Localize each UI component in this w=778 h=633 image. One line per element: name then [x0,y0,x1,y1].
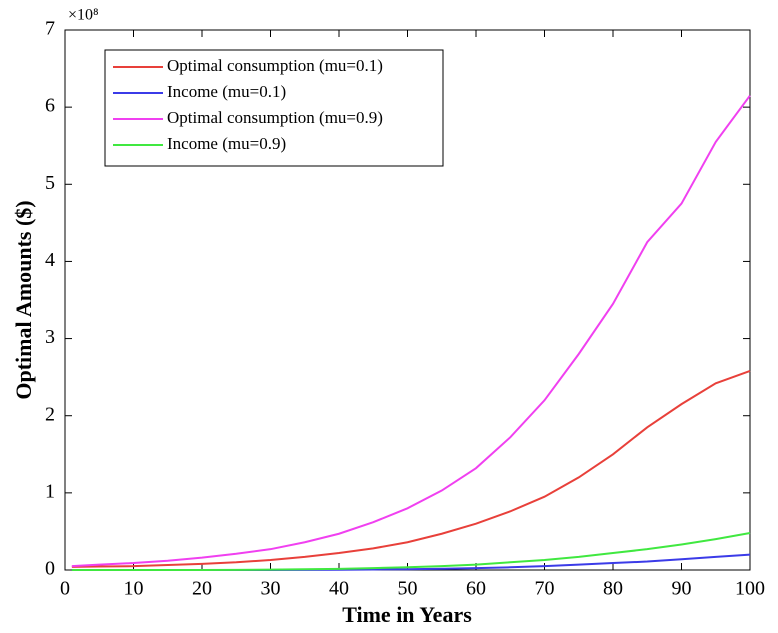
x-tick-label: 70 [535,578,555,600]
x-tick-label: 90 [672,578,692,600]
series-line [71,94,751,568]
y-tick-label: 0 [45,558,55,580]
legend-label: Optimal consumption (mu=0.1) [167,56,383,75]
y-tick-label: 3 [45,326,55,348]
y-axis-label: Optimal Amounts ($) [11,200,36,399]
x-tick-label: 80 [603,578,623,600]
y-multiplier: ×10⁸ [68,7,99,24]
x-tick-label: 30 [261,578,281,600]
legend-label: Income (mu=0.1) [167,82,286,101]
x-tick-label: 20 [192,578,212,600]
x-tick-label: 50 [398,578,418,600]
x-tick-label: 40 [329,578,349,600]
x-tick-label: 60 [466,578,486,600]
y-tick-label: 7 [45,18,55,40]
x-tick-label: 0 [60,578,70,600]
y-tick-label: 6 [45,95,55,117]
series-line [71,531,751,571]
legend-label: Income (mu=0.9) [167,134,286,153]
x-tick-label: 100 [735,578,765,600]
x-axis-label: Time in Years [342,602,472,627]
legend-box [104,49,444,167]
y-tick-label: 2 [45,403,55,425]
y-tick-label: 1 [45,480,55,502]
series-line [71,370,751,568]
y-tick-label: 5 [45,172,55,194]
x-tick-label: 10 [124,578,144,600]
legend-label: Optimal consumption (mu=0.9) [167,108,383,127]
y-tick-label: 4 [45,249,55,271]
